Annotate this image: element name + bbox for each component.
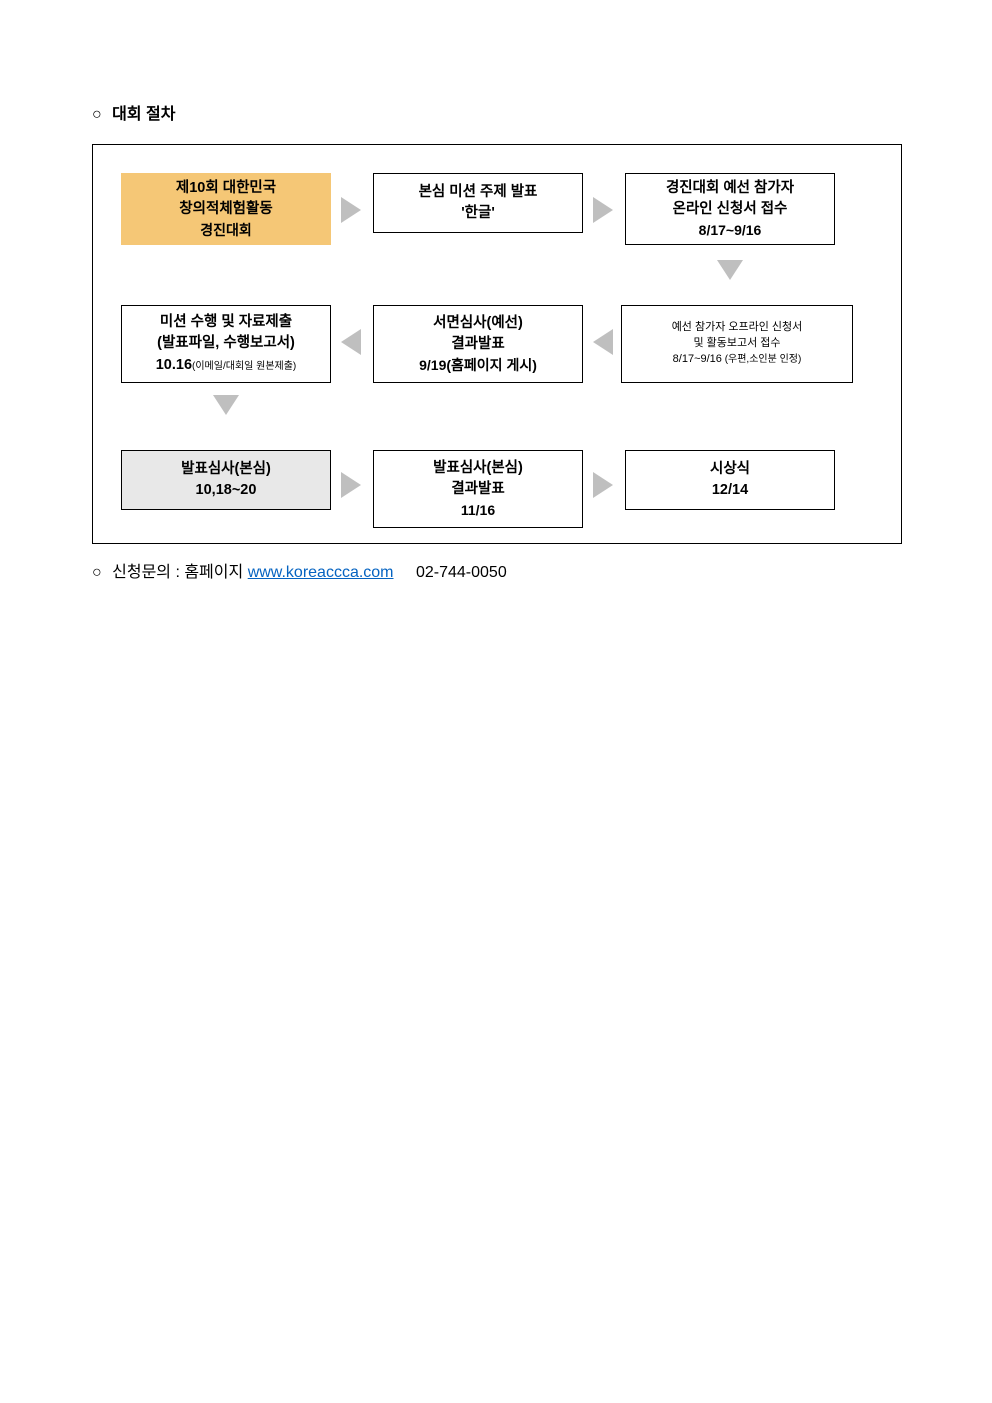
section-title-text: 대회 절차 (112, 106, 175, 123)
flowchart-container: 제10회 대한민국창의적체험활동경진대회 본심 미션 주제 발표'한글' 경진대회 … (92, 144, 902, 544)
flow-box-line: 발표심사(본심) (433, 458, 523, 479)
flow-box-date: 10.16 (156, 357, 192, 373)
flow-box-note: (이메일/대회일 원본제출) (192, 361, 296, 372)
flow-box-b8: 발표심사(본심)결과발표11/16 (373, 450, 583, 528)
contact-link[interactable]: www.koreaccca.com (248, 564, 394, 581)
flow-box-line: 10,18~20 (196, 480, 257, 501)
arrow-right-icon (341, 197, 361, 223)
flow-box-line: 결과발표 (451, 334, 504, 355)
section-header: ○ 대회 절차 (92, 100, 912, 124)
flow-box-b7: 발표심사(본심)10,18~20 (121, 450, 331, 510)
bullet-icon: ○ (92, 564, 102, 582)
flow-box-line: 미션 수행 및 자료제출 (160, 312, 292, 333)
flow-box-line: 10.16(이메일/대회일 원본제출) (156, 355, 297, 376)
flow-box-b4: 미션 수행 및 자료제출(발표파일, 수행보고서)10.16(이메일/대회일 원… (121, 305, 331, 383)
flow-box-line: 9/19(홈페이지 게시) (419, 355, 537, 375)
flow-box-b3: 경진대회 예선 참가자온라인 신청서 접수8/17~9/16 (625, 173, 835, 245)
arrow-left-icon (341, 329, 361, 355)
flow-box-line: 시상식 (710, 459, 750, 480)
flow-box-b1: 제10회 대한민국창의적체험활동경진대회 (121, 173, 331, 245)
arrow-down-icon (717, 260, 743, 280)
arrow-right-icon (593, 472, 613, 498)
flow-box-line: '한글' (461, 203, 495, 224)
flow-box-line: 11/16 (461, 500, 495, 520)
flow-box-date: 8/17~9/16 (673, 353, 722, 365)
flow-box-line: 본심 미션 주제 발표 (419, 182, 538, 203)
flow-box-line: 경진대회 (200, 220, 252, 240)
flow-box-line: 서면심사(예선) (433, 313, 523, 334)
flow-box-line: 제10회 대한민국 (176, 178, 276, 199)
flow-box-line: 결과발표 (451, 479, 504, 500)
flow-box-line: 창의적체험활동 (179, 199, 272, 220)
arrow-left-icon (593, 329, 613, 355)
flow-box-b2: 본심 미션 주제 발표'한글' (373, 173, 583, 233)
flow-box-b9: 시상식12/14 (625, 450, 835, 510)
flow-box-b5: 서면심사(예선)결과발표9/19(홈페이지 게시) (373, 305, 583, 383)
contact-phone: 02-744-0050 (416, 564, 507, 581)
flow-box-line: 발표심사(본심) (181, 459, 271, 480)
arrow-down-icon (213, 395, 239, 415)
flow-box-line: 온라인 신청서 접수 (673, 199, 788, 220)
flow-box-line: 8/17~9/16 (우편,소인분 인정) (673, 352, 802, 368)
flow-box-line: 및 활동보고서 접수 (693, 336, 780, 352)
flow-box-line: 8/17~9/16 (699, 220, 762, 240)
arrow-right-icon (341, 472, 361, 498)
flow-box-line: 예선 참가자 오프라인 신청서 (672, 320, 803, 336)
flow-box-b6: 예선 참가자 오프라인 신청서및 활동보고서 접수8/17~9/16 (우편,소… (621, 305, 853, 383)
flow-box-line: 12/14 (712, 480, 748, 501)
bullet-icon: ○ (92, 106, 102, 124)
contact-line: ○ 신청문의 : 홈페이지 www.koreaccca.com 02-744-0… (92, 558, 912, 582)
flow-box-line: 경진대회 예선 참가자 (666, 178, 794, 199)
flow-box-note: (우편,소인분 인정) (722, 354, 801, 365)
contact-label: 신청문의 : 홈페이지 (112, 564, 243, 581)
flow-box-line: (발표파일, 수행보고서) (157, 333, 295, 354)
arrow-right-icon (593, 197, 613, 223)
